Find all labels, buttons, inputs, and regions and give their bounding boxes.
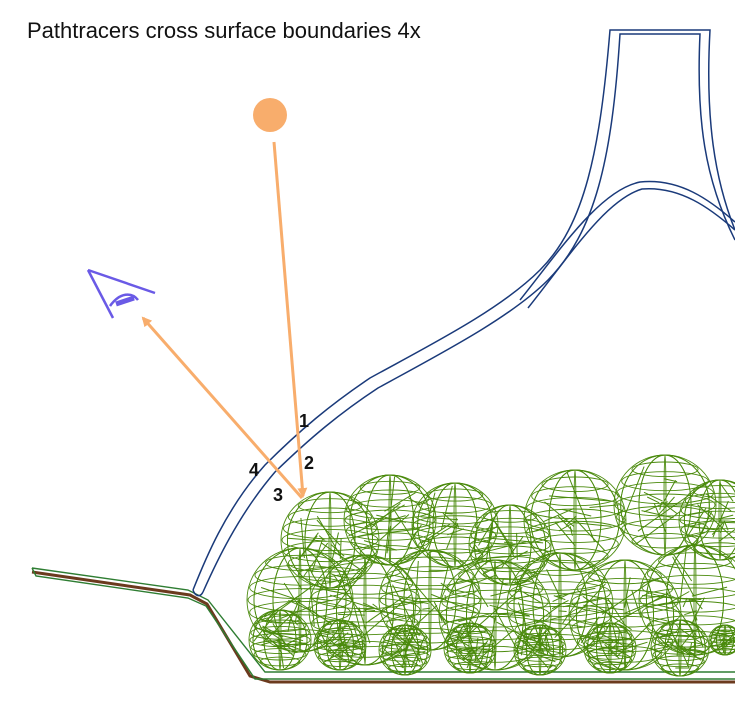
crossing-label-3: 3 [273,485,283,505]
glass-shoulder-outer [519,180,735,301]
crossing-label-4: 4 [249,460,259,480]
mesh-blob [443,622,497,674]
base-tray [31,567,735,684]
reflected-ray [141,316,304,499]
crossing-label-2: 2 [304,453,314,473]
glass-wall-inner [202,33,735,593]
mesh-blob [468,504,552,586]
wireframe-mesh [246,454,735,677]
eye-icon [86,268,156,319]
mesh-blob [248,609,312,671]
mesh-blob [568,559,682,671]
mesh-blob [378,624,432,676]
light-ray [272,141,308,498]
base-tray-outline [31,567,735,680]
mesh-blob [313,619,367,671]
glass-wall-rim [192,589,204,597]
mesh-blob [678,479,735,561]
diagram-title: Pathtracers cross surface boundaries 4x [27,18,421,43]
mesh-blob [708,624,735,656]
mesh-blob [506,552,614,658]
mesh-blob [583,622,637,674]
glass-shoulder-inner [527,188,735,309]
mesh-blob [650,619,710,677]
crossing-label-1: 1 [299,411,309,431]
mesh-blob [513,624,567,676]
glass-wall-outer [192,29,735,591]
glass-wall [192,29,735,597]
light-source-icon [253,98,287,132]
